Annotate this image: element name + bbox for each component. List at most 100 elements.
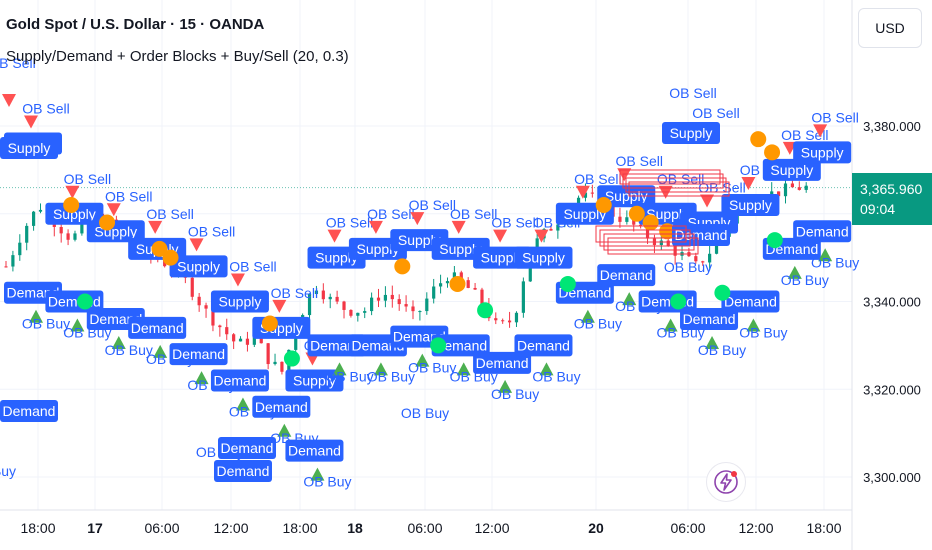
order-block-zone [619,169,721,185]
demand-label-text: Demand [221,440,274,456]
demand-label-box [721,290,780,313]
demand-label-box [597,264,656,287]
candle-body [535,238,539,252]
candle-body [349,309,353,316]
supply-label-box [45,202,104,225]
triangle-down-icon [575,185,590,199]
triangle-up-icon [580,309,595,323]
demand-label-text: Demand [675,227,728,243]
candle-body [266,343,270,365]
candle-body [18,242,22,256]
quick-action-button[interactable] [706,462,746,502]
green-dot [670,293,687,310]
ob-buy-label: OB Buy [401,405,449,421]
candle-body [238,338,243,342]
demand-label-box [285,439,344,462]
triangle-up-icon [235,397,250,411]
demand-label-box [431,334,490,357]
candle-body [321,290,325,300]
orange-dot [628,205,645,222]
ob-sell-label: OB Sell [229,259,276,275]
triangle-up-icon [310,467,325,481]
demand-label-text: Demand [517,337,570,353]
triangle-down-icon [2,94,16,107]
ob-sell-label: OB Sell [367,206,414,222]
candle-body [576,197,581,208]
orange-dot [261,315,278,332]
demand-label-text: Demand [724,294,777,310]
supply-label-text: Supply [481,250,524,266]
ob-buy-label: OB Buy [811,254,859,270]
lightning-bolt-icon [714,470,738,494]
candle-body [425,298,429,312]
orange-dot [162,249,179,266]
candle-body [466,280,470,288]
candle-body [342,301,346,310]
candle-body [625,217,629,222]
triangle-up-icon [373,362,388,376]
supply-label-text: Supply [563,206,606,222]
ob-sell-label: OB Sell [669,85,716,101]
candle-body [335,296,339,302]
supply-label-text: Supply [219,294,262,310]
candle-body [418,311,422,313]
buy-label: Buy [0,463,16,479]
orange-dot [151,240,168,257]
orange-dot [63,196,80,213]
triangle-up-icon [818,248,833,262]
candle-body [473,287,477,290]
candle-body [583,192,588,198]
triangle-up-icon [498,379,513,393]
supply-label-text: Supply [439,241,482,257]
candle-body [376,297,381,301]
triangle-up-icon [277,423,292,437]
x-tick-label: 17 [87,520,103,536]
x-tick-label: 06:00 [670,520,705,536]
orange-dot [99,214,116,231]
triangle-down-icon [700,194,715,208]
ob-sell-label: OB Sell [0,55,36,71]
supply-label-box [662,122,720,144]
green-dot [477,302,494,319]
ob-buy-label: OB Buy [303,474,351,490]
candle-body [356,312,360,316]
candle-body [521,281,525,313]
candle-body [314,290,319,295]
x-tick-label: 18:00 [20,520,55,536]
last-price-value: 3,365.960 [860,181,923,197]
ob-buy-label: OB Buy [22,316,70,332]
candle-body [397,299,401,305]
candle-body [390,294,394,300]
demand-label-box [793,220,852,243]
x-tick-label: 18:00 [282,520,317,536]
candle-body [66,233,70,240]
candle-body [432,286,436,299]
demand-label-text: Demand [683,311,736,327]
demand-label-box [218,437,276,459]
currency-button[interactable]: USD [858,8,922,48]
demand-label-text: Demand [131,320,184,336]
candle-body [507,320,512,323]
triangle-up-icon [29,309,43,323]
triangle-down-icon [534,229,549,243]
x-tick-label: 18:00 [806,520,841,536]
candle-body [225,327,229,335]
triangle-down-icon [272,299,287,313]
candle-body [459,272,463,281]
candle-body [404,304,408,307]
x-tick-label: 06:00 [144,520,179,536]
triangle-down-icon [451,220,466,234]
supply-label-text: Supply [522,250,565,266]
triangle-up-icon [111,336,126,350]
green-dot [283,350,300,367]
candle-body [31,211,36,226]
candle-body [549,228,553,231]
supply-label-box [514,246,573,269]
ob-buy-label: OB Buy [367,368,415,384]
triangle-down-icon [327,229,342,243]
candle-body [645,225,650,239]
supply-label-box [597,185,656,208]
triangle-up-icon [663,318,678,332]
ob-buy-label: OB Buy [574,316,622,332]
